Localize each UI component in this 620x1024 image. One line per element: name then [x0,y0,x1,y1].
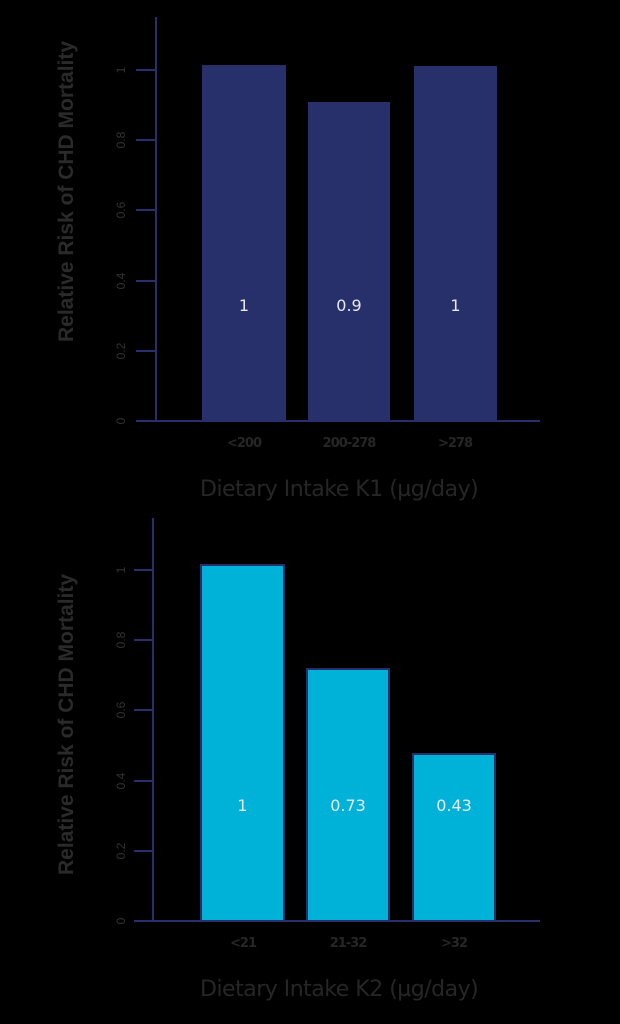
bar-k2-lt21 [200,564,285,922]
bar-k1-lt200 [202,65,286,421]
x-category-label: 21-32 [329,936,368,951]
y-tick-label: 0.8 [114,631,128,649]
y-tick-label: 0.6 [114,201,128,219]
chart-k1: Relative Risk of CHD Mortality 0 0.2 0.4… [55,17,540,502]
x-category-label: <200 [226,436,262,451]
bar-value-label: 0.43 [436,796,472,815]
x-axis-title: Dietary Intake K1 (µg/day) [200,477,479,502]
x-category-label: >32 [441,936,468,951]
x-category-label: 200-278 [322,436,377,451]
chart-k2: Relative Risk of CHD Mortality 0 0.2 0.4… [0,500,620,1012]
y-ticks [136,69,156,422]
bar-value-label: 1 [238,296,250,315]
bar-k2-gt32 [412,753,496,922]
bar-value-label: 0.9 [336,296,362,315]
y-tick-label: 1 [114,566,128,574]
y-axis-title: Relative Risk of CHD Mortality [55,573,78,875]
bar-k1-gt278 [414,66,497,421]
x-axis-title: Dietary Intake K2 (µg/day) [200,977,479,1002]
y-ticks [134,569,153,922]
y-axis-title: Relative Risk of CHD Mortality [55,40,78,342]
y-tick-label: 0 [114,917,128,925]
bar-value-label: 0.73 [330,796,366,815]
bar-k1-200-278 [308,102,390,421]
y-tick-label: 1 [114,66,128,74]
y-tick-label: 0.2 [114,842,128,860]
y-tick-label: 0 [114,417,128,425]
bar-k2-21-32 [306,668,390,922]
x-category-label: >278 [437,436,473,451]
y-tick-label: 0.2 [114,342,128,360]
x-category-label: <21 [230,936,257,951]
chart-k2-plot [134,518,540,922]
y-tick-label: 0.4 [114,772,128,790]
y-tick-label: 0.4 [114,272,128,290]
chart-k1-plot [136,17,540,422]
bar-value-label: 1 [450,296,461,315]
y-tick-label: 0.6 [114,701,128,719]
y-tick-label: 0.8 [114,131,128,149]
bar-value-label: 1 [237,796,248,815]
